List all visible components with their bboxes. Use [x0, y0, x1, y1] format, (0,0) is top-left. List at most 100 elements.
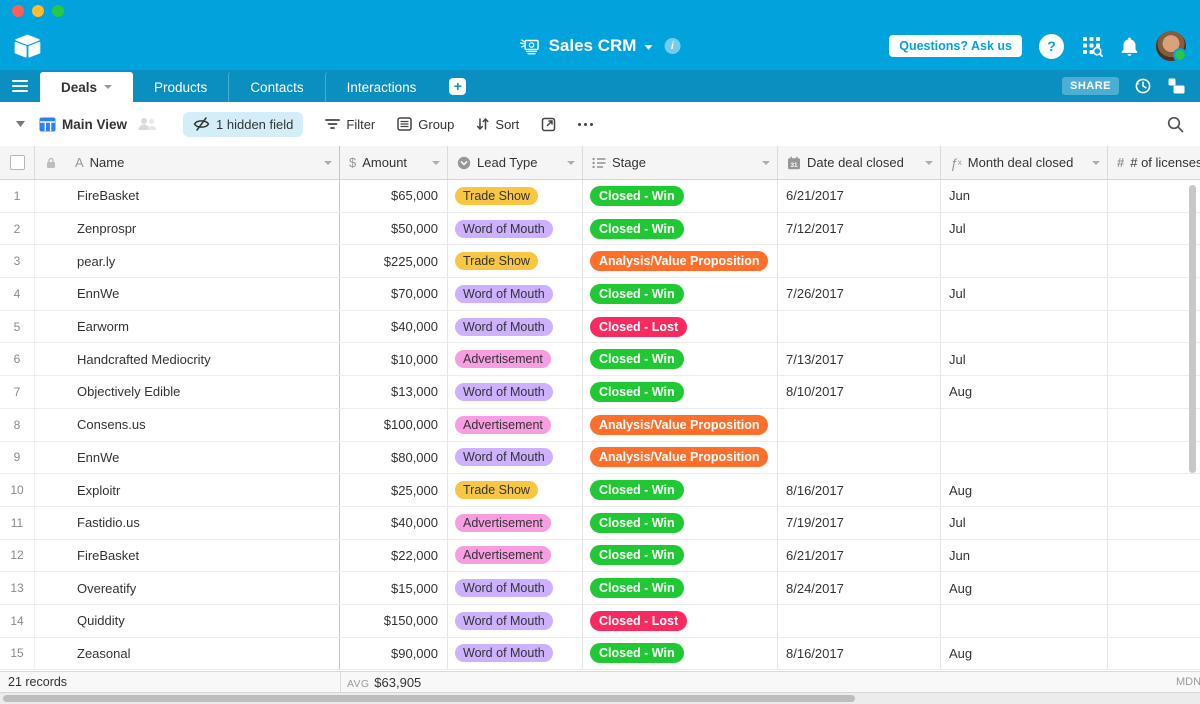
date-closed-cell[interactable] [778, 408, 941, 441]
month-closed-cell[interactable] [941, 441, 1108, 474]
view-sidebar-toggle[interactable] [16, 121, 25, 127]
month-closed-cell[interactable]: Jul [941, 343, 1108, 376]
chevron-down-icon[interactable] [925, 160, 933, 165]
month-closed-cell[interactable]: Aug [941, 572, 1108, 604]
view-switcher[interactable]: Main View [39, 117, 157, 132]
lead-type-cell[interactable]: Advertisement [448, 343, 583, 376]
column-header-date-deal-closed[interactable]: 31 Date deal closed [778, 146, 941, 179]
date-closed-cell[interactable] [778, 245, 941, 278]
date-closed-cell[interactable]: 7/26/2017 [778, 278, 941, 310]
zoom-window-button[interactable] [52, 5, 64, 17]
name-cell[interactable]: EnnWe [35, 441, 340, 474]
more-options-button[interactable] [578, 122, 594, 126]
chevron-down-icon[interactable] [1092, 160, 1100, 165]
vertical-scrollbar-thumb[interactable] [1189, 185, 1196, 473]
chevron-down-icon[interactable] [324, 160, 332, 165]
licenses-cell[interactable] [1108, 540, 1200, 572]
month-closed-cell[interactable]: Jul [941, 278, 1108, 310]
base-title-dropdown[interactable]: Sales CRM i [519, 36, 681, 56]
stage-cell[interactable]: Closed - Win [583, 474, 778, 506]
row-number-cell[interactable]: 1 [0, 180, 35, 212]
tab-products[interactable]: Products [133, 72, 228, 102]
amount-cell[interactable]: $70,000 [340, 278, 448, 310]
licenses-cell[interactable] [1108, 605, 1200, 637]
row-number-cell[interactable]: 4 [0, 278, 35, 310]
amount-cell[interactable]: $10,000 [340, 343, 448, 376]
amount-cell[interactable]: $90,000 [340, 637, 448, 670]
name-cell[interactable]: FireBasket [35, 180, 340, 212]
amount-cell[interactable]: $65,000 [340, 180, 448, 212]
stage-cell[interactable]: Closed - Lost [583, 310, 778, 343]
month-closed-cell[interactable]: Jun [941, 539, 1108, 572]
name-cell[interactable]: pear.ly [35, 245, 340, 278]
horizontal-scrollbar-thumb[interactable] [3, 695, 855, 702]
lead-type-cell[interactable]: Word of Mouth [448, 572, 583, 604]
row-number-cell[interactable]: 12 [0, 539, 35, 572]
name-cell[interactable]: Quiddity [35, 604, 340, 637]
search-button[interactable] [1167, 116, 1184, 133]
sidebar-menu-icon[interactable] [12, 80, 28, 92]
date-closed-cell[interactable]: 7/13/2017 [778, 343, 941, 376]
licenses-cell[interactable] [1108, 311, 1200, 343]
name-cell[interactable]: Zenprospr [35, 212, 340, 245]
stage-cell[interactable]: Analysis/Value Proposition [583, 408, 778, 441]
lead-type-cell[interactable]: Advertisement [448, 539, 583, 572]
row-number-cell[interactable]: 9 [0, 441, 35, 474]
date-closed-cell[interactable] [778, 441, 941, 474]
stage-cell[interactable]: Analysis/Value Proposition [583, 441, 778, 474]
amount-cell[interactable]: $80,000 [340, 441, 448, 474]
month-closed-cell[interactable]: Jul [941, 212, 1108, 245]
date-closed-cell[interactable]: 6/21/2017 [778, 180, 941, 212]
notifications-bell-icon[interactable] [1120, 36, 1139, 57]
stage-cell[interactable]: Analysis/Value Proposition [583, 245, 778, 278]
close-window-button[interactable] [12, 5, 24, 17]
month-closed-cell[interactable]: Aug [941, 637, 1108, 670]
lead-type-cell[interactable]: Trade Show [448, 474, 583, 506]
month-closed-cell[interactable] [941, 408, 1108, 441]
date-closed-cell[interactable]: 6/21/2017 [778, 539, 941, 572]
licenses-cell[interactable] [1108, 180, 1200, 212]
stage-cell[interactable]: Closed - Win [583, 343, 778, 376]
share-view-button[interactable] [541, 117, 556, 132]
lead-type-cell[interactable]: Trade Show [448, 180, 583, 212]
lead-type-cell[interactable]: Word of Mouth [448, 310, 583, 343]
name-cell[interactable]: Handcrafted Mediocrity [35, 343, 340, 376]
name-cell[interactable]: FireBasket [35, 539, 340, 572]
amount-cell[interactable]: $25,000 [340, 474, 448, 506]
user-avatar[interactable] [1156, 31, 1187, 62]
licenses-cell[interactable] [1108, 638, 1200, 670]
name-cell[interactable]: EnnWe [35, 278, 340, 310]
month-closed-cell[interactable]: Jun [941, 180, 1108, 212]
amount-cell[interactable]: $15,000 [340, 572, 448, 604]
filter-button[interactable]: Filter [325, 117, 375, 132]
info-icon[interactable]: i [664, 38, 681, 54]
licenses-cell[interactable] [1108, 213, 1200, 245]
date-closed-cell[interactable] [778, 604, 941, 637]
licenses-cell[interactable] [1108, 572, 1200, 604]
stage-cell[interactable]: Closed - Win [583, 637, 778, 670]
name-cell[interactable]: Exploitr [35, 474, 340, 506]
group-button[interactable]: Group [397, 117, 454, 132]
stage-cell[interactable]: Closed - Win [583, 539, 778, 572]
row-number-cell[interactable]: 8 [0, 408, 35, 441]
stage-cell[interactable]: Closed - Win [583, 278, 778, 310]
amount-summary[interactable]: AVG $63,905 [347, 675, 421, 690]
column-header-num-licenses[interactable]: # # of licenses [1108, 146, 1200, 179]
amount-cell[interactable]: $150,000 [340, 604, 448, 637]
lead-type-cell[interactable]: Word of Mouth [448, 278, 583, 310]
lead-type-cell[interactable]: Word of Mouth [448, 441, 583, 474]
licenses-cell[interactable] [1108, 343, 1200, 375]
date-closed-cell[interactable]: 8/16/2017 [778, 474, 941, 506]
history-icon[interactable] [1134, 77, 1152, 95]
amount-cell[interactable]: $100,000 [340, 408, 448, 441]
chevron-down-icon[interactable] [567, 160, 575, 165]
blocks-icon[interactable] [1167, 77, 1186, 95]
column-header-stage[interactable]: Stage [583, 146, 778, 179]
name-cell[interactable]: Zeasonal [35, 637, 340, 670]
lead-type-cell[interactable]: Advertisement [448, 506, 583, 539]
lead-type-cell[interactable]: Word of Mouth [448, 604, 583, 637]
horizontal-scrollbar-track[interactable] [0, 692, 1200, 704]
lead-type-cell[interactable]: Word of Mouth [448, 637, 583, 670]
tab-deals[interactable]: Deals [40, 72, 134, 102]
